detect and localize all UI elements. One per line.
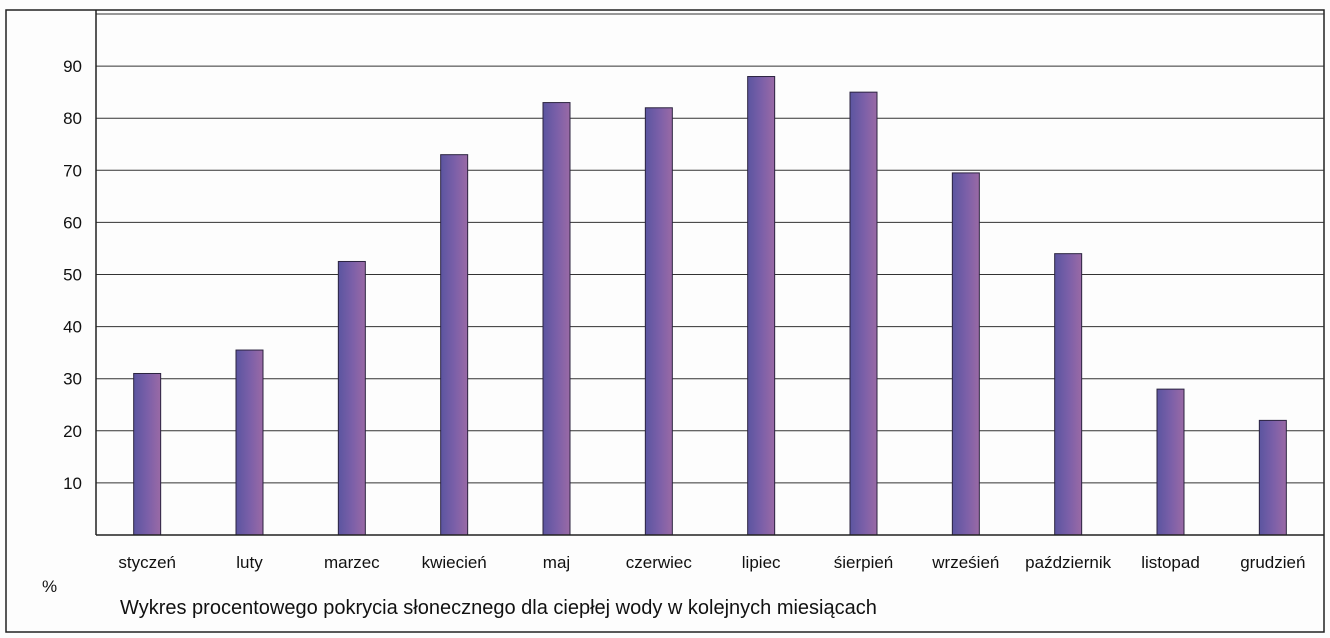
y-tick-label: 30 [63, 370, 82, 389]
y-tick-label: 20 [63, 422, 82, 441]
y-unit-label: % [42, 577, 57, 596]
y-tick-label: 90 [63, 57, 82, 76]
bar-luty [235, 349, 264, 536]
bar-grudzień [1258, 419, 1287, 536]
y-tick-labels: 10 20 30 40 50 60 70 80 90 [63, 57, 82, 493]
y-tick-label: 70 [63, 161, 82, 180]
bar-styczeń [133, 372, 162, 536]
x-category-label: czerwiec [626, 553, 693, 572]
gridlines [96, 13, 1324, 484]
x-category-label: grudzień [1240, 553, 1305, 572]
bar-październik [1054, 253, 1083, 536]
y-tick-label: 50 [63, 266, 82, 285]
bar-marzec [337, 260, 366, 536]
x-category-label: luty [236, 553, 263, 572]
chart-title: Wykres procentowego pokrycia słonecznego… [120, 597, 877, 619]
x-category-label: lipiec [742, 553, 781, 572]
bar-maj [542, 102, 571, 536]
y-tick-label: 80 [63, 109, 82, 128]
bar-listopad [1156, 388, 1185, 536]
bars [133, 76, 1287, 536]
bar-kwiecień [440, 154, 469, 536]
y-tick-label: 40 [63, 318, 82, 337]
bar-lipiec [747, 76, 776, 536]
bar-czerwiec [644, 107, 673, 536]
x-category-label: maj [543, 553, 570, 572]
y-tick-label: 10 [63, 474, 82, 493]
bar-wrześień [951, 172, 980, 536]
y-tick-label: 60 [63, 213, 82, 232]
x-category-label: listopad [1141, 553, 1200, 572]
x-category-label: marzec [324, 553, 380, 572]
bar-śierpień [849, 91, 878, 536]
x-category-label: kwiecień [422, 553, 487, 572]
outer-frame [5, 9, 1325, 633]
x-category-label: wrześień [931, 553, 999, 572]
x-category-labels: styczeń luty marzec kwiecień maj czerwiec lipi… [118, 553, 1305, 572]
x-category-label: październik [1025, 553, 1111, 572]
x-category-label: śierpień [834, 553, 894, 572]
x-category-label: styczeń [118, 553, 176, 572]
